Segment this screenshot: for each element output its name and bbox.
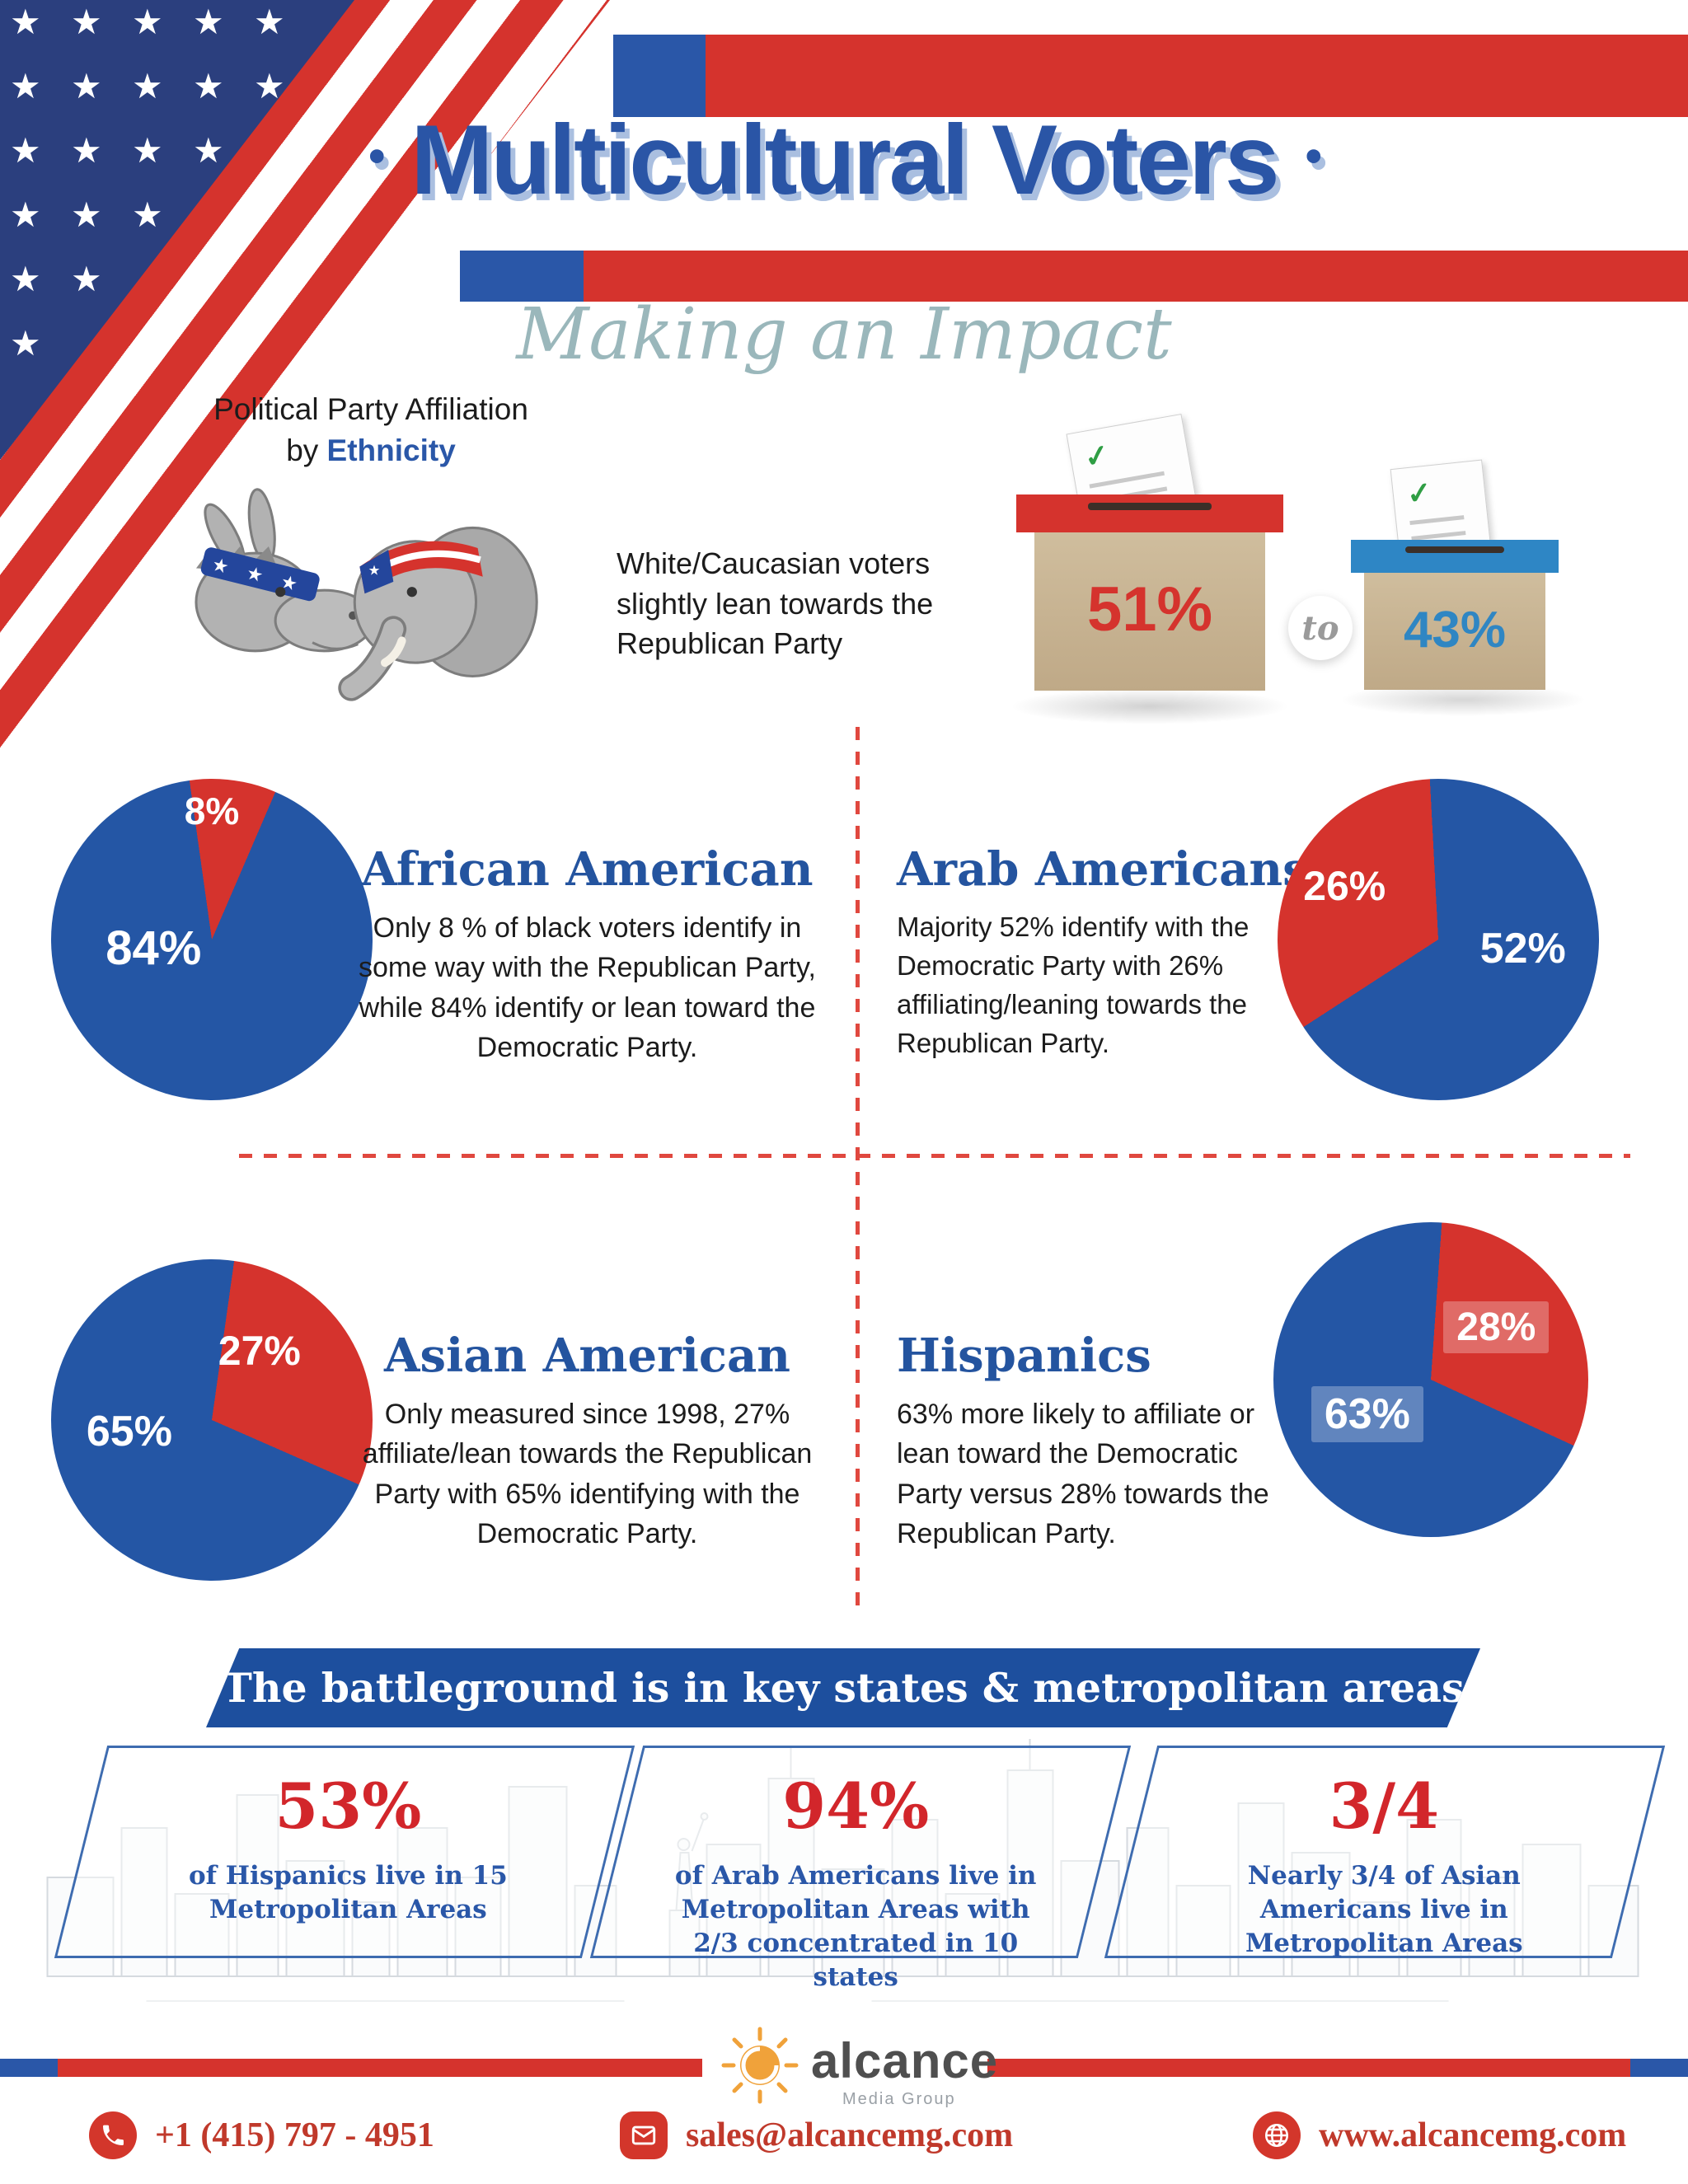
african-american-pie-chart: 8% 84%: [51, 779, 373, 1100]
flag-star-icon: ★: [132, 195, 163, 234]
mid-red-bar: [460, 251, 1688, 302]
pie-republican-label: 26%: [1303, 863, 1386, 910]
stat-box-asian-americans: 3/4 Nearly 3/4 of Asian Americans live i…: [1104, 1746, 1666, 1958]
top-bar-blue-cap: [613, 35, 706, 117]
republican-ballot-box: 51%: [1034, 527, 1265, 691]
mid-bar-blue-cap: [460, 251, 584, 302]
page-title-text: Multicultural Voters: [410, 105, 1279, 215]
phone-contact[interactable]: +1 (415) 797 - 4951: [89, 2111, 434, 2159]
stat-value: 94%: [782, 1769, 930, 1843]
flag-star-icon: ★: [71, 195, 102, 234]
flag-star-icon: ★: [10, 2, 41, 41]
pie-republican-label: 8%: [184, 789, 240, 832]
flag-star-icon: ★: [10, 324, 41, 363]
alcance-logo: alcance Media Group: [719, 2018, 997, 2116]
white-caucasian-text: White/Caucasian voters slightly lean tow…: [617, 546, 934, 661]
check-icon: ✓: [1404, 475, 1434, 512]
to-text: to: [1301, 608, 1339, 648]
african-american-text: Only 8 % of black voters identify in som…: [359, 912, 816, 1063]
stat-text: Nearly 3/4 of Asian Americans live in Me…: [1245, 1861, 1523, 1958]
stat-box-arab-americans: 94% of Arab Americans live in Metropolit…: [589, 1746, 1132, 1992]
flag-star-icon: ★: [132, 67, 163, 105]
affiliation-label-line1: Political Party Affiliation: [213, 392, 528, 426]
asian-american-text: Only measured since 1998, 27% affiliate/…: [362, 1399, 813, 1549]
flag-star-icon: ★: [193, 2, 224, 41]
asian-american-title: Asian American: [384, 1329, 790, 1383]
check-icon: ✓: [1081, 437, 1113, 475]
pie-democratic-label: 52%: [1479, 924, 1566, 972]
flag-star-icon: ★: [193, 67, 224, 105]
footer-bar-right: [987, 2059, 1688, 2077]
stat-box-hispanics: 53% of Hispanics live in 15 Metropolitan…: [54, 1746, 635, 1958]
democratic-ballot-box: 43%: [1364, 569, 1545, 690]
republican-percentage: 51%: [1086, 574, 1213, 644]
globe-icon: [1253, 2111, 1301, 2159]
flag-star-icon: ★: [132, 2, 163, 41]
phone-icon: [89, 2111, 137, 2159]
top-red-bar: [613, 35, 1688, 117]
phone-number: +1 (415) 797 - 4951: [155, 2116, 434, 2154]
hispanics-text: 63% more likely to affiliate or lean tow…: [897, 1399, 1269, 1549]
brand-subtitle: Media Group: [842, 2090, 956, 2108]
flag-star-icon: ★: [10, 260, 41, 298]
flag-star-icon: ★: [193, 131, 224, 170]
flag-star-icon: ★: [254, 2, 285, 41]
arab-americans-title: Arab Americans: [897, 842, 1309, 897]
affiliation-label-ethnicity: Ethnicity: [326, 433, 456, 467]
flag-star-icon: ★: [10, 131, 41, 170]
hispanics-pie-chart: 28% 63%: [1273, 1222, 1588, 1537]
ballot-boxes-illustration: ✓ 51% to ✓ 43%: [1001, 413, 1595, 733]
horizontal-dashed-divider: [239, 1154, 1630, 1158]
title-bullet-icon: •: [1305, 129, 1322, 183]
stat-value: 3/4: [1329, 1769, 1440, 1843]
battleground-banner-text: The battleground is in key states & metr…: [222, 1664, 1465, 1712]
flag-star-icon: ★: [71, 2, 102, 41]
title-bullet-icon: •: [368, 129, 385, 183]
email-icon: [620, 2111, 668, 2159]
stat-value: 53%: [274, 1769, 422, 1843]
donkey-icon: ★ ★ ★: [195, 488, 375, 653]
pie-democratic-label: 65%: [86, 1408, 172, 1456]
hispanics-title: Hispanics: [897, 1329, 1151, 1383]
stat-text: of Arab Americans live in Metropolitan A…: [674, 1861, 1037, 1992]
to-connector: to: [1288, 596, 1353, 660]
stat-text: of Hispanics live in 15 Metropolitan Are…: [188, 1861, 508, 1924]
city-skyline-illustration: [46, 1739, 1639, 2002]
pie-republican-label: 28%: [1443, 1301, 1550, 1353]
flag-star-icon: ★: [71, 131, 102, 170]
asian-american-pie-chart: 27% 65%: [51, 1259, 373, 1581]
flag-star-icon: ★: [10, 67, 41, 105]
email-address: sales@alcancemg.com: [686, 2116, 1014, 2154]
website-contact[interactable]: www.alcancemg.com: [1253, 2111, 1626, 2159]
page-title: • Multicultural Voters •: [0, 105, 1688, 214]
elephant-drape-star-icon: ★: [368, 564, 381, 579]
democratic-percentage: 43%: [1403, 601, 1507, 658]
battleground-banner: The battleground is in key states & metr…: [206, 1648, 1480, 1727]
african-american-title: African American: [361, 842, 814, 897]
page-subtitle: Making an Impact: [516, 293, 1172, 376]
pie-democratic-label: 63%: [1311, 1385, 1423, 1442]
democratic-ballot-box-lid: [1351, 540, 1559, 573]
arab-americans-text: Majority 52% identify with the Democrati…: [897, 912, 1250, 1058]
sun-logo-icon: [721, 2027, 799, 2104]
email-contact[interactable]: sales@alcancemg.com: [620, 2111, 1013, 2159]
elephant-icon: ★: [338, 526, 538, 701]
brand-name: alcance: [811, 2033, 999, 2088]
ballot-box-shadow: [1010, 688, 1290, 724]
flag-star-icon: ★: [71, 260, 102, 298]
affiliation-label-by: by: [286, 433, 327, 467]
flag-star-icon: ★: [71, 67, 102, 105]
website-url: www.alcancemg.com: [1319, 2116, 1627, 2154]
flag-star-icon: ★: [10, 195, 41, 234]
vertical-dashed-divider: [856, 727, 860, 1610]
republican-ballot-box-lid: [1016, 494, 1283, 532]
flag-star-icon: ★: [132, 131, 163, 170]
pie-republican-label: 27%: [218, 1327, 301, 1374]
party-mascots-illustration: ★ ★ ★ ★: [195, 488, 538, 701]
party-affiliation-label: Political Party Affiliation by Ethnicity: [107, 389, 635, 471]
footer-bar-left: [0, 2059, 702, 2077]
arab-americans-pie-chart: 26% 52%: [1278, 779, 1599, 1100]
pie-democratic-label: 84%: [106, 921, 202, 975]
